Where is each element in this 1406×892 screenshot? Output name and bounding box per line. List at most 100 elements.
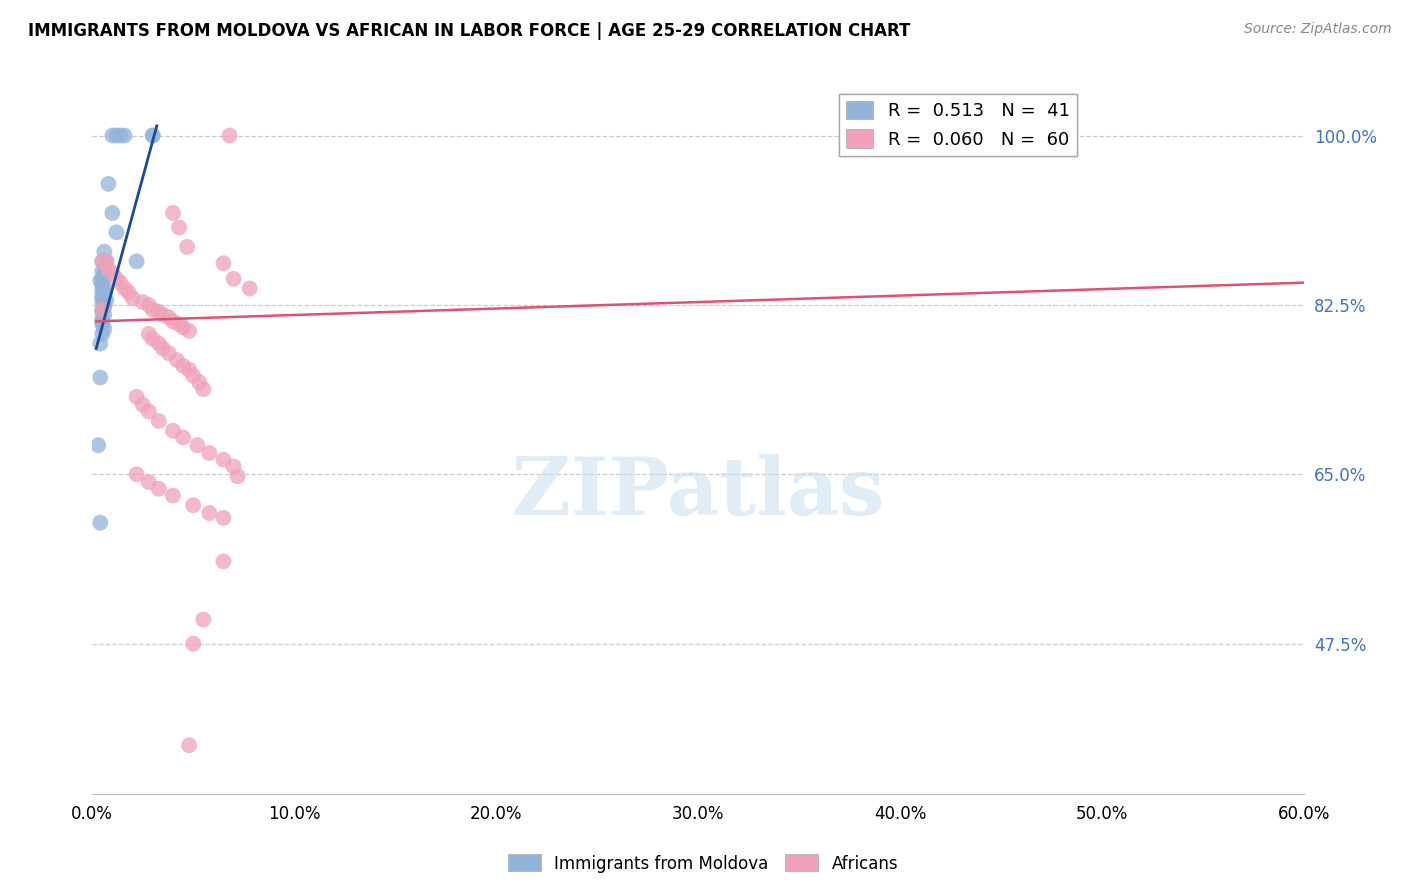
Point [152,342,174,356]
Point [138,404,160,418]
Point [193,382,215,396]
Point [93,298,115,312]
Point [239,281,262,295]
Point [96,254,118,268]
Point [179,739,201,753]
Point [148,336,170,351]
Point [87,438,110,452]
Point [105,225,128,239]
Point [162,424,184,438]
Point [93,266,115,280]
Point [91,284,114,298]
Point [91,314,114,328]
Point [148,482,170,496]
Point [172,359,194,373]
Point [121,291,143,305]
Point [105,272,128,286]
Point [89,516,111,530]
Point [152,308,174,322]
Point [166,353,188,368]
Point [97,262,120,277]
Point [91,276,114,290]
Point [198,506,221,520]
Point [138,475,160,489]
Point [212,511,235,525]
Point [91,302,114,317]
Point [91,264,114,278]
Point [212,452,235,467]
Point [93,322,115,336]
Point [114,281,136,295]
Point [101,206,124,220]
Point [172,430,194,444]
Point [110,128,132,143]
Point [198,446,221,460]
Point [131,295,153,310]
Point [89,274,111,288]
Point [91,272,114,286]
Point [181,498,204,512]
Text: ZIPatlas: ZIPatlas [512,454,884,532]
Point [162,314,184,328]
Point [93,268,115,283]
Point [179,363,201,377]
Point [179,324,201,338]
Legend: R =  0.513   N =  41, R =  0.060   N =  60: R = 0.513 N = 41, R = 0.060 N = 60 [839,94,1077,156]
Point [167,220,190,235]
Point [93,280,115,294]
Point [222,459,245,474]
Point [142,128,165,143]
Point [148,414,170,428]
Point [93,308,115,322]
Point [110,276,132,290]
Point [89,336,111,351]
Point [131,398,153,412]
Point [101,128,124,143]
Point [125,390,148,404]
Point [193,612,215,626]
Point [91,302,114,317]
Point [93,300,115,314]
Point [186,438,208,452]
Point [93,244,115,259]
Point [91,254,114,268]
Point [91,288,114,302]
Point [91,295,114,310]
Point [125,467,148,482]
Point [142,302,165,317]
Text: Source: ZipAtlas.com: Source: ZipAtlas.com [1244,22,1392,37]
Point [157,310,180,325]
Point [91,326,114,341]
Point [114,128,136,143]
Point [138,298,160,312]
Point [96,254,118,268]
Point [142,332,165,346]
Point [181,368,204,383]
Point [142,128,165,143]
Point [105,128,128,143]
Point [162,489,184,503]
Point [222,272,245,286]
Point [91,304,114,318]
Point [97,177,120,191]
Point [91,291,114,305]
Point [91,318,114,332]
Point [167,318,190,332]
Point [212,554,235,568]
Point [117,285,139,300]
Point [96,293,118,307]
Point [101,266,124,280]
Point [91,312,114,326]
Point [188,376,211,390]
Point [148,304,170,318]
Point [125,254,148,268]
Point [218,128,240,143]
Point [89,370,111,384]
Point [181,637,204,651]
Point [212,256,235,270]
Text: IMMIGRANTS FROM MOLDOVA VS AFRICAN IN LABOR FORCE | AGE 25-29 CORRELATION CHART: IMMIGRANTS FROM MOLDOVA VS AFRICAN IN LA… [28,22,911,40]
Point [176,240,198,254]
Point [226,469,249,483]
Point [162,206,184,220]
Point [91,278,114,293]
